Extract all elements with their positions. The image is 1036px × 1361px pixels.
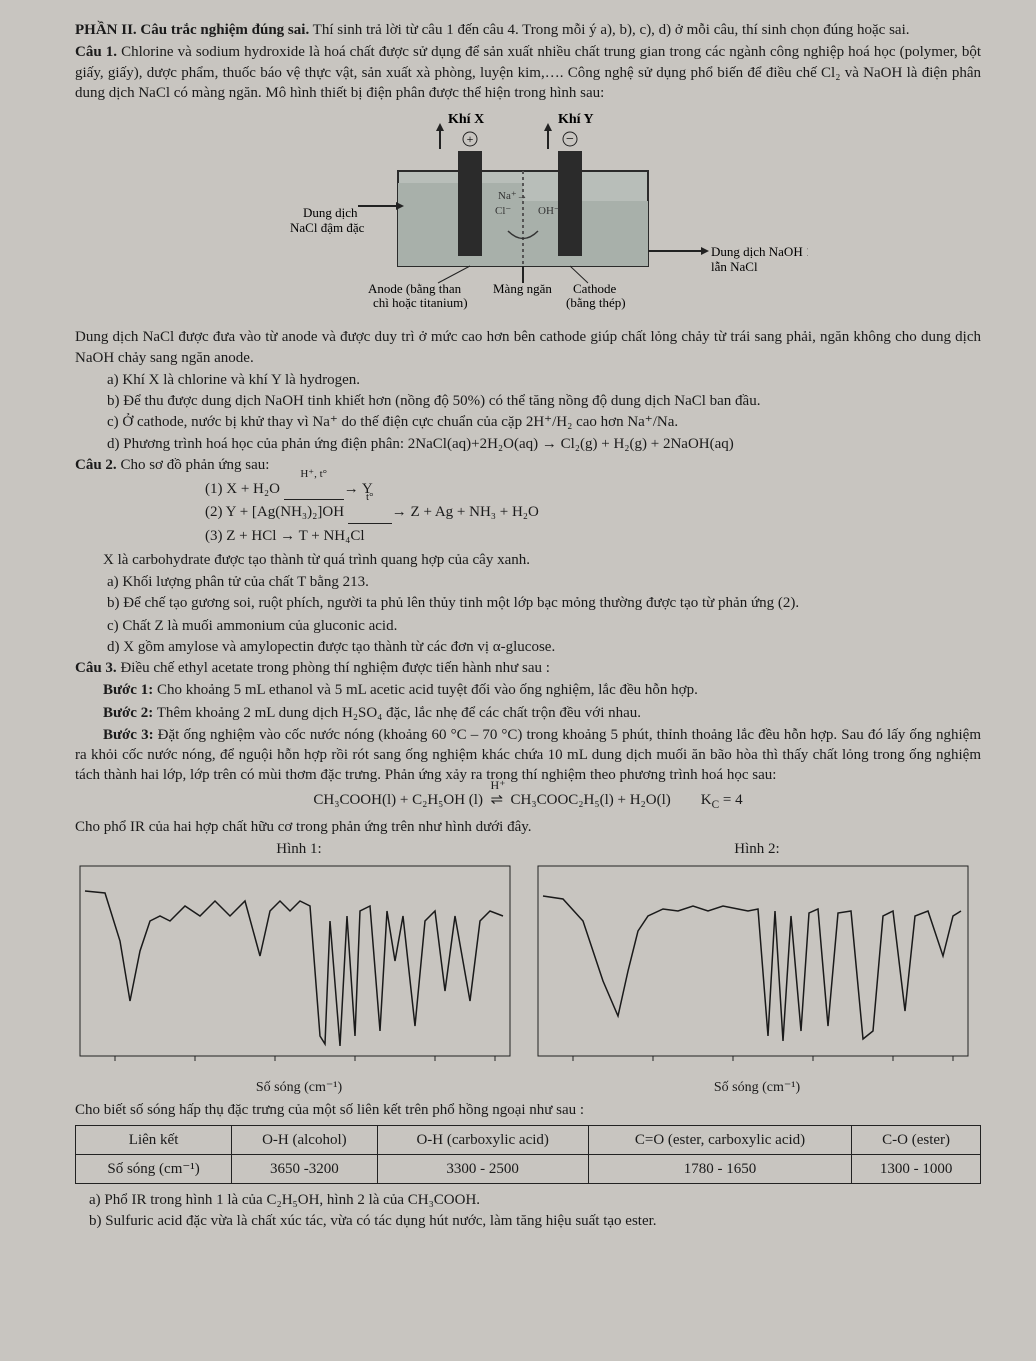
svg-text:Dung dịch NaOH 10-12% có: Dung dịch NaOH 10-12% có (711, 244, 808, 259)
svg-text:(bằng thép): (bằng thép) (566, 295, 626, 310)
diagram-khi-y: Khí Y (558, 112, 594, 127)
ir-table: Liên kết O-H (alcohol) O-H (carboxylic a… (75, 1125, 981, 1185)
electrolysis-diagram: + − Na⁺→ Cl⁻ OH⁻ Khí X Khí Y Dung dịch N… (248, 111, 808, 317)
table-cell: C=O (ester, carboxylic acid) (588, 1125, 851, 1154)
svg-text:+: + (467, 132, 474, 146)
svg-text:−: − (566, 132, 574, 147)
table-cell: 3650 -3200 (232, 1154, 377, 1183)
q3-step1: Bước 1: Cho khoảng 5 mL ethanol và 5 mL … (75, 680, 981, 700)
q3-step3: Bước 3: Đặt ống nghiệm vào cốc nước nóng… (75, 725, 981, 786)
q2-label: Câu 2. (75, 457, 117, 473)
q3-label: Câu 3. (75, 660, 117, 676)
q1-opt-b: b) Để thu được dung dịch NaOH tinh khiết… (75, 391, 981, 411)
diagram-inlet-2: NaCl đậm đặc (290, 220, 365, 235)
q3-opt-a: a) Phổ IR trong hình 1 là của C₂H₅OH, hì… (75, 1190, 981, 1210)
svg-text:Anode (bằng than: Anode (bằng than (368, 281, 462, 296)
spectrum-2-axis: Số sóng (cm⁻¹) (533, 1079, 981, 1098)
q3-after-eq: Cho phổ IR của hai hợp chất hữu cơ trong… (75, 817, 981, 837)
q2-opt-b: b) Để chế tạo gương soi, ruột phích, ngư… (75, 593, 981, 613)
section-header: PHẦN II. Câu trắc nghiệm đúng sai. Thí s… (75, 20, 981, 40)
q3-equation: CH₃COOH(l) + C₂H₅OH (l) H⁺⇌ CH₃COOC₂H₅(l… (75, 790, 981, 813)
diagram-inlet-1: Dung dịch (303, 205, 358, 220)
q3-text: Câu 3. Điều chế ethyl acetate trong phòn… (75, 658, 981, 678)
part-title: PHẦN II. Câu trắc nghiệm đúng sai. (75, 22, 309, 38)
q3-opt-b: b) Sulfuric acid đặc vừa là chất xúc tác… (75, 1211, 981, 1231)
svg-text:lẫn NaCl: lẫn NaCl (711, 259, 758, 274)
table-cell: Liên kết (76, 1125, 232, 1154)
q2-text: Câu 2. Cho sơ đồ phản ứng sau: (75, 455, 981, 475)
spectrum-2-chart (533, 861, 973, 1071)
table-row: Liên kết O-H (alcohol) O-H (carboxylic a… (76, 1125, 981, 1154)
table-cell: O-H (alcohol) (232, 1125, 377, 1154)
q1-text: Câu 1. Chlorine và sodium hydroxide là h… (75, 42, 981, 103)
table-row: Số sóng (cm⁻¹) 3650 -3200 3300 - 2500 17… (76, 1154, 981, 1183)
table-cell: 1300 - 1000 (852, 1154, 981, 1183)
diagram-khi-x: Khí X (448, 112, 484, 127)
table-cell: 3300 - 2500 (377, 1154, 588, 1183)
ir-spectra: Hình 1: Số sóng (cm⁻¹) Hình 2: Số sóng (… (75, 839, 981, 1098)
q1-label: Câu 1. (75, 44, 117, 60)
svg-text:OH⁻: OH⁻ (538, 205, 560, 217)
svg-text:Màng ngăn: Màng ngăn (493, 281, 552, 296)
q2-equations: (1) X + H₂O H⁺, t°→ Y (2) Y + [Ag(NH₃)₂]… (205, 479, 981, 546)
q1-opt-a: a) Khí X là chlorine và khí Y là hydroge… (75, 370, 981, 390)
table-cell: O-H (carboxylic acid) (377, 1125, 588, 1154)
spectrum-1-title: Hình 1: (75, 839, 523, 859)
diagram-na-ion: Na⁺→ (498, 190, 528, 202)
q3-step2: Bước 2: Thêm khoảng 2 mL dung dịch H₂SO₄… (75, 703, 981, 723)
q2-opt-d: d) X gồm amylose và amylopectin được tạo… (75, 637, 981, 657)
svg-text:Cl⁻: Cl⁻ (495, 205, 511, 217)
table-cell: Số sóng (cm⁻¹) (76, 1154, 232, 1183)
svg-text:Cathode: Cathode (573, 281, 617, 296)
part-rest: Thí sinh trả lời từ câu 1 đến câu 4. Tro… (309, 22, 909, 38)
spectrum-1-axis: Số sóng (cm⁻¹) (75, 1079, 523, 1098)
spectrum-1-chart (75, 861, 515, 1071)
q3-table-intro: Cho biết số sóng hấp thụ đặc trưng của m… (75, 1100, 981, 1120)
q1-after-diagram: Dung dịch NaCl được đưa vào từ anode và … (75, 327, 981, 368)
q2-opt-a: a) Khối lượng phân tử của chất T bằng 21… (75, 572, 981, 592)
table-cell: 1780 - 1650 (588, 1154, 851, 1183)
table-cell: C-O (ester) (852, 1125, 981, 1154)
svg-text:chì hoặc titanium): chì hoặc titanium) (373, 295, 468, 310)
q2-line2: X là carbohydrate được tạo thành từ quá … (75, 550, 981, 570)
spectrum-2-title: Hình 2: (533, 839, 981, 859)
q1-opt-c: c) Ở cathode, nước bị khử thay vì Na⁺ do… (75, 412, 981, 432)
q2-opt-c: c) Chất Z là muối ammonium của gluconic … (75, 616, 981, 636)
q1-opt-d: d) Phương trình hoá học của phản ứng điệ… (75, 434, 981, 454)
